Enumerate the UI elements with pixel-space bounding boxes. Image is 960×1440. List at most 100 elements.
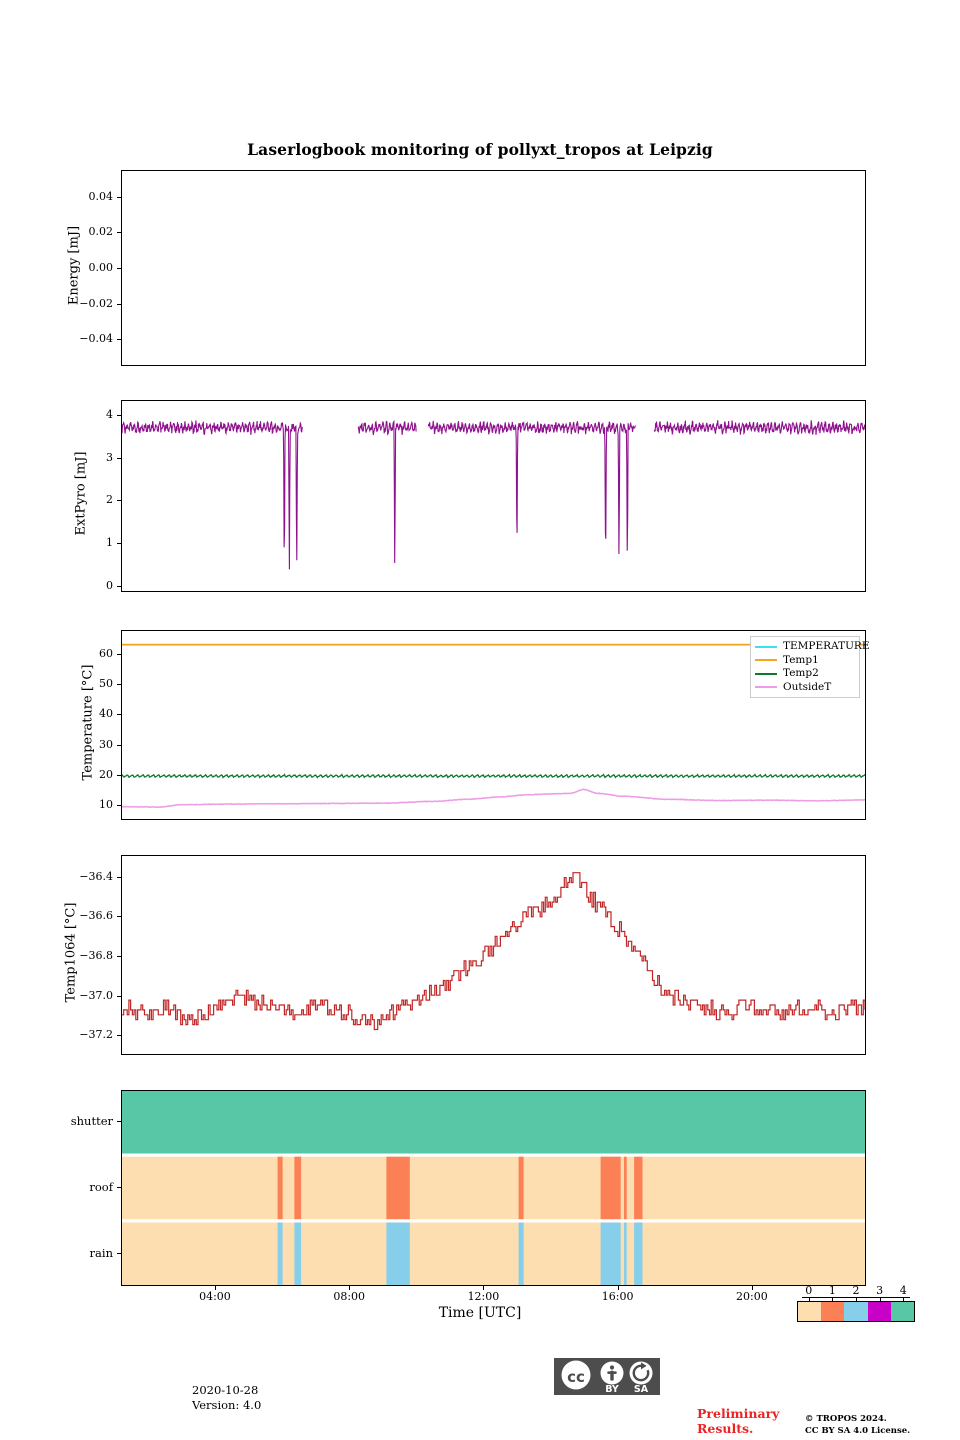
temperature-ytick: 30 (99, 737, 113, 751)
extpyro-ytick-mark (117, 542, 121, 544)
colorbar-tick: 1 (828, 1284, 836, 1297)
energy-ytick: 0.04 (88, 189, 114, 203)
status-row-label-roof: roof (89, 1180, 113, 1194)
extpyro-line (357, 419, 417, 564)
extpyro-ytick-mark (117, 500, 121, 502)
colorbar-tick: 4 (899, 1284, 907, 1297)
colorbar-cell-4 (890, 1302, 915, 1321)
energy-plot-area (122, 171, 865, 365)
colorbar-tick-mark (808, 1297, 810, 1301)
outsidet-line (122, 788, 865, 809)
copyright-note: © TROPOS 2024. CC BY SA 4.0 License. (805, 1414, 911, 1436)
temperature-ytick-mark (117, 654, 121, 656)
status-event-roof (624, 1156, 627, 1220)
energy-ytick-mark (117, 268, 121, 269)
legend-item-temp2[interactable]: Temp2 (755, 667, 853, 681)
status-event-rain (386, 1222, 410, 1285)
energy-ytick: −0.04 (79, 332, 113, 346)
legend-swatch (755, 672, 777, 675)
status-event-roof (386, 1156, 410, 1220)
page-title: Laserlogbook monitoring of pollyxt_tropo… (247, 140, 713, 159)
status-event-roof (294, 1156, 302, 1220)
status-event-rain (634, 1222, 643, 1285)
extpyro-line (427, 420, 636, 555)
temp1064-ytick-mark (117, 916, 121, 918)
legend-swatch (755, 645, 777, 648)
temperature-legend: TEMPERATURE Temp1 Temp2 OutsideT (750, 636, 870, 698)
legend-label: Temp1 (783, 653, 819, 666)
energy-ytick-mark (117, 339, 121, 341)
legend-swatch (755, 659, 777, 662)
colorbar-cell-0 (798, 1302, 822, 1321)
colorbar-tick-mark (879, 1297, 881, 1301)
temp1064-ytick-mark (117, 995, 121, 997)
temperature-ytick: 40 (99, 707, 113, 721)
preliminary-results-note: Preliminary Results. (697, 1406, 780, 1436)
footer-date: 2020-10-28 Version: 4.0 (192, 1383, 262, 1412)
status-ytick-mark (117, 1121, 121, 1123)
status-event-rain (277, 1222, 283, 1285)
extpyro-ytick: 0 (106, 578, 113, 592)
temp1064-ytick: −36.8 (79, 948, 113, 962)
extpyro-plot-area (122, 419, 865, 570)
svg-text:cc: cc (567, 1368, 585, 1386)
temp1064-ytick: −36.6 (79, 909, 113, 923)
colorbar-tick-mark (903, 1297, 905, 1301)
panel-status (121, 1090, 866, 1286)
energy-ytick: −0.02 (79, 296, 113, 310)
temp1064-ytick-mark (117, 955, 121, 957)
x-axis-tick: 12:00 (467, 1290, 500, 1303)
energy-ytick: 0.02 (88, 225, 114, 239)
status-row-shutter (122, 1091, 865, 1154)
status-plot-area (122, 1091, 865, 1285)
panel-extpyro (121, 400, 866, 592)
temperature-plot-area (122, 643, 865, 809)
status-ytick-mark (117, 1252, 121, 1254)
x-axis-tick-mark (214, 1286, 216, 1290)
temp1064-ytick-mark (117, 876, 121, 878)
colorbar-tick: 3 (876, 1284, 884, 1297)
x-axis-tick-mark (483, 1286, 485, 1290)
panel-energy (121, 170, 866, 366)
temperature-ytick: 60 (99, 647, 113, 661)
extpyro-ytick: 3 (106, 450, 113, 464)
temperature-ytick: 10 (99, 797, 113, 811)
x-axis-tick-mark (751, 1286, 753, 1290)
x-axis-tick: 08:00 (333, 1290, 366, 1303)
panel-temperature (121, 630, 866, 820)
extpyro-ytick-mark (117, 414, 121, 416)
temperature-ytick: 20 (99, 767, 113, 781)
extpyro-line (653, 420, 865, 436)
colorbar-cell-1 (821, 1302, 845, 1321)
temperature-ytick-mark (117, 714, 121, 716)
svg-text:BY: BY (605, 1384, 619, 1395)
legend-label: Temp2 (783, 667, 819, 680)
status-ytick-mark (117, 1187, 121, 1188)
legend-item-temperature[interactable]: TEMPERATURE (755, 640, 870, 654)
status-row-label-rain: rain (89, 1245, 113, 1260)
status-row-label-shutter: shutter (70, 1114, 113, 1129)
cc-license-badge: cc BY SA (554, 1358, 660, 1395)
extpyro-line (122, 420, 304, 570)
temperature-ytick-mark (117, 774, 121, 776)
status-row-roof (122, 1156, 865, 1220)
legend-item-outsidet[interactable]: OutsideT (755, 681, 853, 695)
temp1064-ytick: −37.0 (79, 988, 113, 1002)
legend-item-temp1[interactable]: Temp1 (755, 654, 853, 668)
x-axis-tick: 20:00 (736, 1290, 768, 1303)
x-axis-tick-mark (617, 1286, 619, 1290)
colorbar-tick: 2 (852, 1284, 860, 1297)
legend-label: TEMPERATURE (783, 640, 870, 653)
energy-ytick-mark (117, 303, 121, 305)
temp1064-step-line (122, 872, 865, 1031)
temperature-ytick-mark (117, 684, 121, 686)
status-event-roof (277, 1156, 283, 1220)
cc-badge-icon: cc BY SA (554, 1358, 660, 1395)
status-event-rain (294, 1222, 302, 1285)
panel-temp1064 (121, 855, 866, 1055)
temp1064-ytick: −36.4 (79, 869, 113, 883)
status-event-rain (624, 1222, 627, 1285)
temperature-ytick-mark (117, 744, 121, 746)
extpyro-ytick: 2 (106, 493, 113, 507)
status-event-rain (600, 1222, 621, 1285)
